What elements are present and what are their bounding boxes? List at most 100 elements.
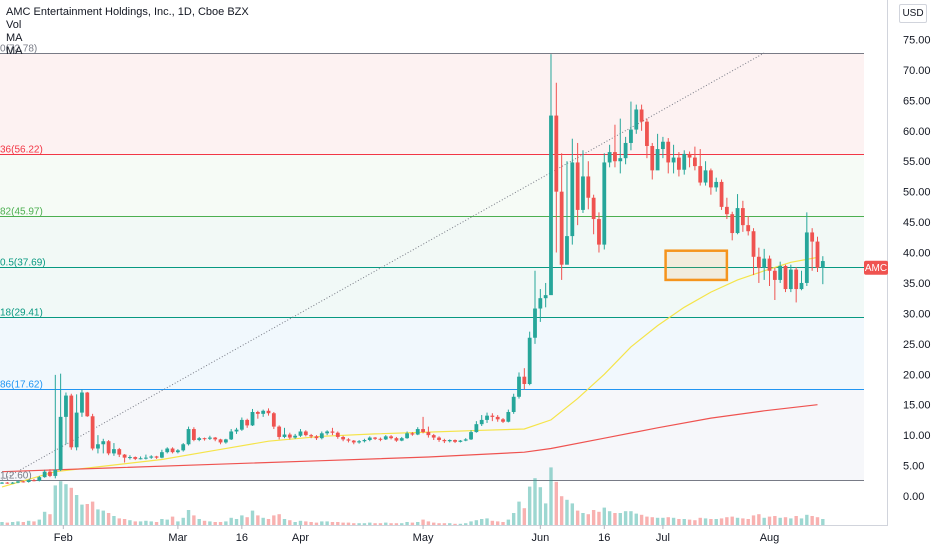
- fib-level-label: 82(45.97): [0, 207, 43, 218]
- fib-level-label: 86(17.62): [0, 380, 43, 391]
- candle-body: [154, 456, 159, 458]
- candle-body: [112, 449, 116, 454]
- legend-vol[interactable]: Vol: [6, 19, 22, 31]
- candle-body: [724, 206, 729, 215]
- volume-bar: [266, 519, 271, 525]
- candle-body: [730, 214, 735, 234]
- price-tick-label: 15.00: [903, 400, 931, 412]
- candle-body: [708, 170, 713, 188]
- volume-bar: [74, 495, 79, 525]
- volume-bar: [719, 518, 724, 525]
- volume-bar: [298, 520, 303, 525]
- volume-bar: [421, 519, 425, 525]
- price-axis-bg[interactable]: [888, 0, 932, 550]
- legend-ma-2[interactable]: MA: [6, 45, 23, 57]
- volume-bar: [218, 522, 223, 525]
- price-tick-label: 55.00: [903, 156, 931, 168]
- candle-body: [645, 121, 649, 147]
- candle-body: [383, 436, 388, 440]
- candle-body: [37, 477, 42, 481]
- volume-bar: [90, 501, 95, 525]
- price-tick-label: 45.00: [903, 217, 931, 229]
- volume-bar: [703, 518, 708, 525]
- candle-body: [570, 162, 575, 237]
- candle-body: [282, 434, 287, 437]
- volume-bar: [352, 523, 356, 525]
- candle-body: [751, 231, 756, 257]
- legend-ma-1[interactable]: MA: [6, 32, 23, 44]
- candle-body: [48, 471, 52, 476]
- volume-bar: [437, 523, 441, 525]
- candle-body: [128, 457, 132, 459]
- volume-bar: [213, 522, 217, 525]
- volume-bar: [815, 517, 820, 525]
- candle-body: [16, 481, 20, 483]
- volume-bar: [288, 520, 292, 525]
- candles: [0, 54, 825, 484]
- fib-band: [0, 53, 864, 154]
- fib-band: [0, 388, 864, 481]
- time-axis-bg[interactable]: [0, 525, 932, 550]
- volume-bar: [42, 511, 47, 525]
- volume-bar: [160, 519, 164, 525]
- volume-bar: [751, 515, 756, 525]
- candle-body: [746, 225, 751, 232]
- candle-body: [597, 219, 601, 245]
- candle-body: [410, 433, 415, 435]
- candle-body: [80, 392, 84, 413]
- volume-bar: [821, 519, 825, 525]
- candle-body: [554, 115, 559, 192]
- volume-bar: [181, 517, 185, 525]
- candle-body: [479, 419, 484, 425]
- fib-band: [0, 153, 864, 217]
- candle-body: [250, 412, 255, 426]
- candle-body: [373, 437, 377, 439]
- candle-body: [442, 440, 447, 442]
- last-price-tag: AMC: [864, 260, 888, 275]
- time-tick-label: Feb: [54, 532, 73, 544]
- volume-bar: [778, 517, 782, 525]
- price-tag-bg: [864, 260, 888, 275]
- candle-body: [341, 436, 346, 440]
- volume-bar: [112, 516, 116, 525]
- volume-bar: [794, 516, 798, 525]
- volume-bar: [629, 511, 633, 525]
- volume-bar: [320, 521, 324, 525]
- volume-bar: [517, 501, 521, 525]
- candle-body: [255, 412, 260, 414]
- volume-bar: [165, 519, 169, 525]
- candle-body: [218, 439, 223, 443]
- candle-body: [490, 415, 495, 417]
- volume-bar: [527, 486, 532, 525]
- candle-body: [810, 232, 815, 242]
- candle-body: [506, 412, 511, 422]
- currency-button[interactable]: USD: [899, 4, 927, 23]
- candle-body: [202, 438, 207, 440]
- volume-bar: [101, 510, 105, 525]
- volume-bar: [757, 514, 761, 525]
- volume-bar: [261, 517, 265, 525]
- candle-body: [85, 392, 90, 417]
- candle-body: [26, 480, 31, 483]
- candle-body: [613, 152, 617, 162]
- volume-bar: [762, 517, 766, 525]
- volume-bar: [240, 515, 244, 525]
- candle-body: [687, 153, 692, 158]
- candle-body: [501, 419, 505, 422]
- candle-body: [527, 337, 532, 385]
- volume-bar: [735, 517, 740, 525]
- volume-bar: [314, 522, 319, 525]
- volume-bar: [602, 507, 606, 525]
- fib-level-label: 1(2.60): [0, 471, 32, 482]
- volume-bar: [58, 481, 63, 525]
- candle-body: [239, 419, 244, 430]
- volume-bar: [293, 522, 297, 525]
- price-tick-label: 25.00: [903, 339, 931, 351]
- candle-body: [378, 438, 383, 440]
- candle-body: [325, 431, 330, 434]
- price-tick-label: 35.00: [903, 278, 931, 290]
- price-tick-label: 50.00: [903, 187, 931, 199]
- volume-bar: [554, 481, 559, 525]
